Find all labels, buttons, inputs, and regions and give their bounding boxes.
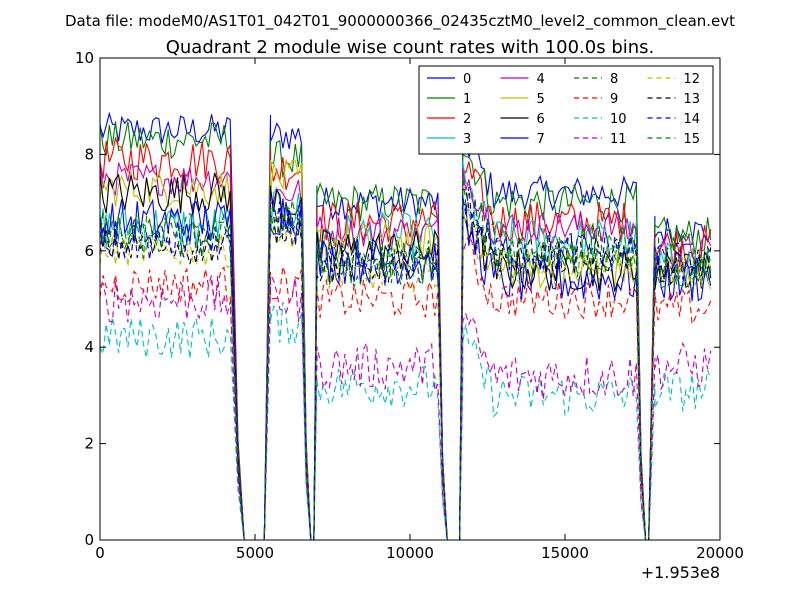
- legend-label-10: 10: [610, 112, 627, 127]
- y-tick-label: 8: [84, 145, 94, 163]
- x-offset-label: +1.953e8: [641, 563, 720, 582]
- legend-label-12: 12: [684, 72, 701, 87]
- x-tick-label: 0: [95, 544, 105, 562]
- legend-box: [418, 65, 714, 155]
- y-tick-label: 10: [75, 49, 94, 67]
- x-tick-label: 15000: [541, 544, 589, 562]
- y-tick-label: 4: [84, 338, 94, 356]
- series-line-8: [100, 200, 712, 540]
- series-line-9: [100, 233, 712, 540]
- legend-label-3: 3: [463, 132, 471, 147]
- data-file-label: Data file: modeM0/AS1T01_042T01_90000003…: [65, 12, 735, 31]
- legend-label-1: 1: [463, 92, 471, 107]
- y-tick-label: 0: [84, 531, 94, 549]
- y-tick-label: 6: [84, 242, 94, 260]
- x-tick-label: 5000: [236, 544, 274, 562]
- y-tick-label: 2: [84, 435, 94, 453]
- legend-label-2: 2: [463, 112, 471, 127]
- series-line-7: [100, 195, 712, 540]
- legend-label-11: 11: [610, 132, 627, 147]
- legend-label-15: 15: [684, 132, 701, 147]
- legend-label-6: 6: [537, 112, 545, 127]
- x-tick-label: 10000: [386, 544, 434, 562]
- legend-label-0: 0: [463, 72, 471, 87]
- legend-label-7: 7: [537, 132, 545, 147]
- legend-label-9: 9: [610, 92, 618, 107]
- chart-title: Quadrant 2 module wise count rates with …: [166, 37, 655, 58]
- series-line-10: [100, 301, 712, 540]
- series-line-2: [100, 136, 712, 540]
- series-line-1: [100, 121, 712, 540]
- series-line-11: [100, 272, 712, 540]
- series-line-13: [100, 188, 712, 540]
- legend-label-4: 4: [537, 72, 545, 87]
- series-layer: [100, 111, 712, 540]
- legend-label-14: 14: [684, 112, 701, 127]
- legend-label-13: 13: [684, 92, 701, 107]
- x-tick-label: 20000: [696, 544, 744, 562]
- legend-label-8: 8: [610, 72, 618, 87]
- legend-label-5: 5: [537, 92, 545, 107]
